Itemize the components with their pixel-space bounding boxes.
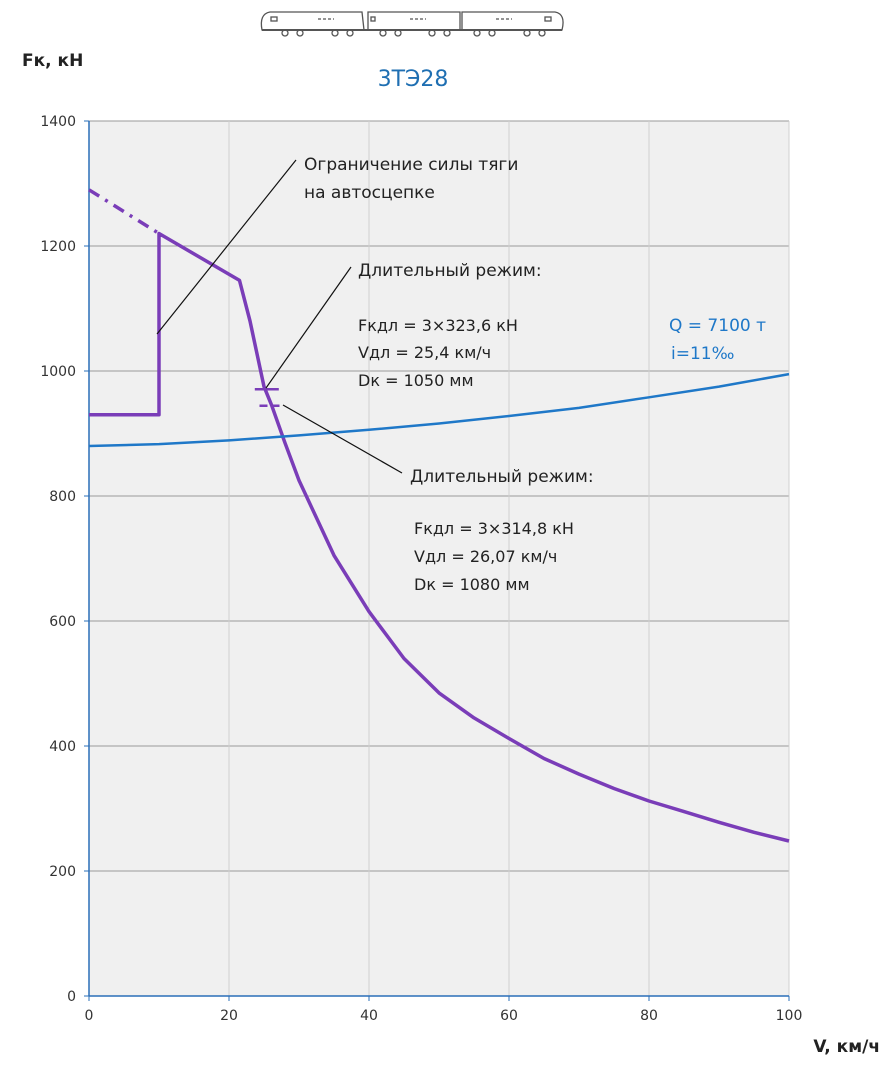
x-tick-label: 20: [220, 1008, 238, 1024]
x-axis-title: V, км/ч: [813, 1037, 880, 1057]
annotation-mode2-v: Vдл = 26,07 км/ч: [414, 547, 557, 566]
y-tick-label: 200: [49, 864, 76, 880]
y-tick-label: 400: [49, 739, 76, 755]
y-axis-title: Fк, кН: [22, 51, 83, 71]
annotation-i: i=11‰: [671, 344, 734, 364]
annotation-limit-line2: на автосцепке: [304, 183, 435, 203]
x-tick-label: 100: [776, 1008, 803, 1024]
annotation-mode1-f: Fкдл = 3×323,6 кН: [358, 316, 518, 335]
chart-title: 3ТЭ28: [378, 67, 449, 92]
annotation-mode1-v: Vдл = 25,4 км/ч: [358, 343, 491, 362]
annotation-mode1-title: Длительный режим:: [358, 261, 542, 281]
annotation-mode2-f: Fкдл = 3×314,8 кН: [414, 519, 574, 538]
annotation-mode1-d: Dк = 1050 мм: [358, 371, 474, 390]
x-tick-label: 0: [85, 1008, 94, 1024]
x-tick-label: 80: [640, 1008, 658, 1024]
y-tick-label: 800: [49, 489, 76, 505]
annotation-q: Q = 7100 т: [669, 316, 766, 336]
y-tick-label: 600: [49, 614, 76, 630]
locomotive-icon: [261, 12, 563, 36]
y-tick-label: 1200: [40, 239, 76, 255]
y-tick-label: 1400: [40, 114, 76, 130]
annotation-mode2-title: Длительный режим:: [410, 467, 594, 487]
y-tick-label: 1000: [40, 364, 76, 380]
annotation-mode2-d: Dк = 1080 мм: [414, 575, 530, 594]
x-tick-label: 60: [500, 1008, 518, 1024]
y-tick-label: 0: [67, 989, 76, 1005]
annotation-limit-line1: Ограничение силы тяги: [304, 155, 518, 175]
x-tick-label: 40: [360, 1008, 378, 1024]
